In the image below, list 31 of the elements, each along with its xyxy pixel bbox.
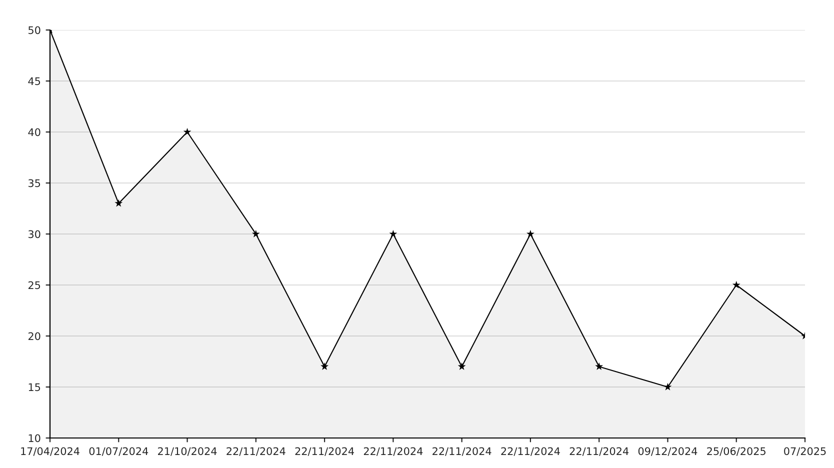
x-tick-label: 22/11/2024 xyxy=(364,447,423,456)
point xyxy=(183,128,192,136)
y-tick-label: 35 xyxy=(28,179,40,188)
x-tick-label: 22/11/2024 xyxy=(432,447,492,456)
point xyxy=(320,362,329,370)
y-tick-label: 10 xyxy=(28,434,40,442)
x-tick-label: 22/11/2024 xyxy=(570,447,629,456)
y-tick-label: 25 xyxy=(28,281,40,290)
point xyxy=(664,382,672,390)
x-tick-label: 01/07/2024 xyxy=(89,447,148,456)
x-tick-label: 22/11/2024 xyxy=(295,447,354,456)
point xyxy=(732,280,740,288)
point xyxy=(114,199,123,207)
point xyxy=(389,230,398,238)
point xyxy=(252,230,260,238)
point xyxy=(458,362,466,370)
x-tick-label: 17/04/2024 xyxy=(21,447,80,456)
x-tick-label: 25/06/2025 xyxy=(707,447,766,456)
y-tick-label: 40 xyxy=(28,128,40,136)
y-tick-label: 15 xyxy=(28,383,40,392)
y-tick-label: 20 xyxy=(28,332,40,340)
y-tick-label: 30 xyxy=(28,230,40,238)
x-tick-label: 22/11/2024 xyxy=(226,447,286,456)
x-tick-label: 09/12/2024 xyxy=(638,447,698,456)
point xyxy=(526,230,534,238)
y-tick-label: 45 xyxy=(28,77,40,86)
x-tick-label: 21/10/2024 xyxy=(158,447,217,456)
x-tick-label: 07/2025 xyxy=(784,447,826,456)
point xyxy=(595,362,604,370)
x-tick-label: 22/11/2024 xyxy=(501,447,560,456)
y-tick-label: 50 xyxy=(28,26,40,34)
